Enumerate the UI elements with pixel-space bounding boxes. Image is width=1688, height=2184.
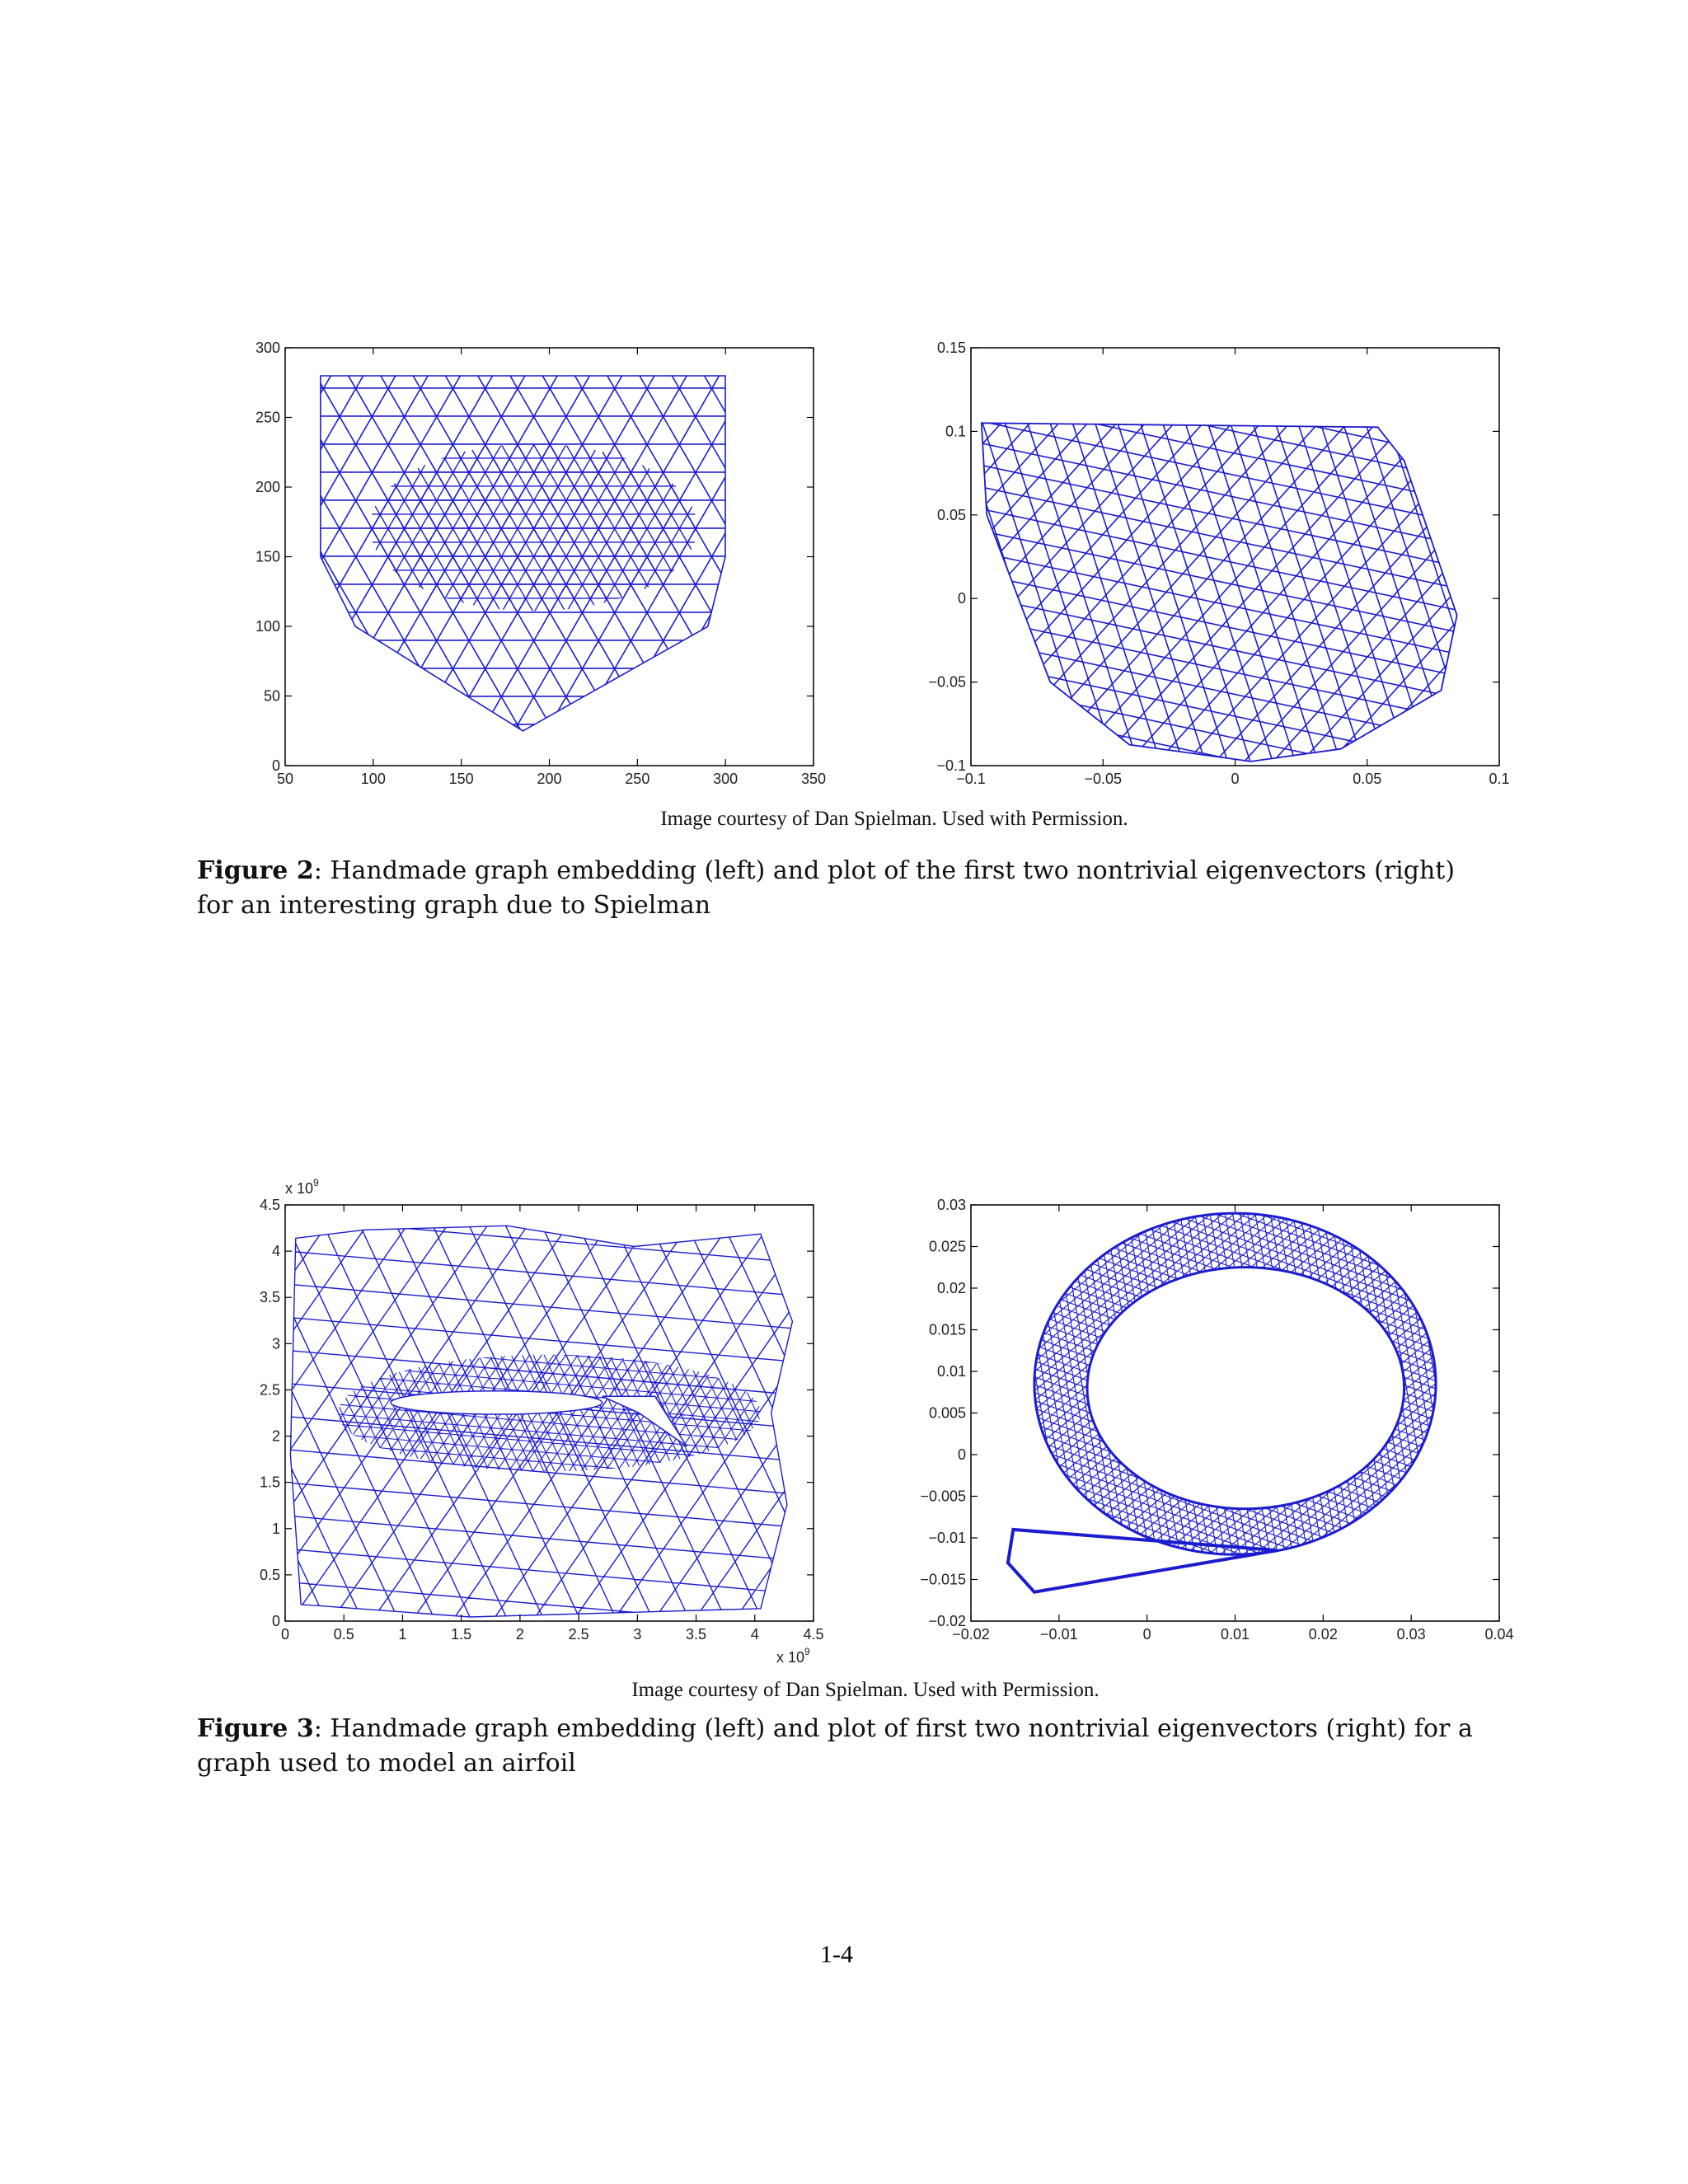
x-tick-label: 0.1: [1489, 771, 1509, 787]
x-tick-label: 0: [1143, 1626, 1151, 1643]
y-tick-label: 0: [272, 757, 280, 774]
mesh-outline: [980, 422, 1458, 762]
mesh: [981, 423, 1457, 762]
x-tick-label: 0.5: [334, 1626, 354, 1643]
x-tick-label: 0: [281, 1626, 289, 1643]
y-tick-label: 0.1: [945, 423, 966, 439]
x-tick-label: 100: [361, 771, 386, 787]
x-tick-label: −0.01: [1040, 1626, 1078, 1643]
image-credit: Image courtesy of Dan Spielman. Used wit…: [660, 808, 1128, 830]
y-tick-label: 3.5: [260, 1289, 280, 1305]
figure-label: Figure 3: [197, 1714, 314, 1743]
y-tick-label: 0: [272, 1613, 280, 1629]
page-number: 1-4: [820, 1941, 853, 1968]
y-tick-label: −0.1: [936, 757, 966, 774]
y-tick-label: 0.015: [929, 1322, 966, 1338]
multiplier-exponent: 9: [804, 1646, 810, 1657]
x-tick-label: 3: [633, 1626, 641, 1643]
x-tick-label: 3.5: [686, 1626, 706, 1643]
y-tick-label: 200: [256, 479, 280, 495]
caption-text: : Handmade graph embedding (left) and pl…: [197, 1714, 1473, 1778]
x-multiplier: x 109: [776, 1646, 810, 1666]
x-tick-label: 250: [625, 771, 649, 787]
y-tick-label: 100: [256, 618, 280, 635]
x-tick-label: 300: [713, 771, 738, 787]
x-tick-label: 2.5: [569, 1626, 589, 1643]
y-tick-label: 2.5: [260, 1381, 280, 1398]
x-tick-label: 2: [516, 1626, 524, 1643]
multiplier-exponent: 9: [313, 1177, 319, 1188]
y-multiplier: x 109: [285, 1177, 319, 1197]
x-tick-label: 4: [751, 1626, 759, 1643]
y-tick-label: −0.01: [928, 1530, 966, 1546]
x-tick-label: −0.02: [952, 1626, 990, 1643]
y-tick-label: 0.03: [937, 1197, 966, 1213]
multiplier-base: x 10: [285, 1180, 313, 1197]
mesh-outline: [320, 375, 726, 732]
ring-edge: [1033, 1212, 1437, 1556]
y-tick-label: 0.02: [937, 1280, 966, 1296]
y-tick-label: 2: [272, 1428, 280, 1445]
y-tick-label: 3: [272, 1335, 280, 1352]
flap: [602, 1395, 687, 1447]
airfoil: [390, 1390, 603, 1415]
y-tick-label: 1: [272, 1521, 280, 1537]
x-tick-label: −0.1: [956, 771, 986, 787]
x-tick-label: 0.02: [1309, 1626, 1338, 1643]
figure-caption: Figure 3: Handmade graph embedding (left…: [197, 1712, 1491, 1781]
y-tick-label: 4: [272, 1243, 280, 1259]
x-tick-label: −0.05: [1084, 771, 1122, 787]
y-tick-label: 150: [256, 549, 280, 565]
y-tick-label: 0.005: [929, 1405, 966, 1422]
y-tick-label: 50: [264, 688, 280, 705]
y-tick-label: 4.5: [260, 1197, 280, 1213]
x-tick-label: 0: [1231, 771, 1239, 787]
x-tick-label: 50: [277, 771, 293, 787]
y-tick-label: −0.05: [928, 674, 966, 691]
y-tick-label: 0: [958, 1446, 966, 1463]
x-tick-label: 1: [398, 1626, 406, 1643]
image-credit: Image courtesy of Dan Spielman. Used wit…: [631, 1679, 1100, 1701]
mesh: [338, 1354, 761, 1472]
y-tick-label: 1.5: [260, 1474, 280, 1491]
y-tick-label: 300: [256, 340, 280, 356]
y-tick-label: 0.5: [260, 1567, 280, 1583]
x-tick-label: 1.5: [451, 1626, 471, 1643]
lower-lobe: [1006, 1527, 1278, 1594]
y-tick-label: −0.015: [920, 1572, 966, 1588]
figure-label: Figure 2: [197, 856, 314, 885]
mesh-outline: [289, 1225, 794, 1618]
y-tick-label: 0.05: [937, 507, 966, 523]
y-tick-label: 0.025: [929, 1239, 966, 1255]
multiplier-base: x 10: [776, 1649, 804, 1666]
y-tick-label: −0.005: [920, 1488, 966, 1505]
x-tick-label: 200: [537, 771, 561, 787]
y-tick-label: −0.02: [928, 1613, 966, 1629]
x-tick-label: 0.03: [1397, 1626, 1426, 1643]
figure-caption: Figure 2: Handmade graph embedding (left…: [197, 854, 1491, 923]
x-tick-label: 4.5: [803, 1626, 823, 1643]
y-tick-label: 0.15: [937, 340, 966, 356]
axes-frame: [284, 1204, 814, 1622]
y-tick-label: 0.01: [937, 1363, 966, 1380]
caption-text: : Handmade graph embedding (left) and pl…: [197, 856, 1456, 920]
y-tick-label: 0: [958, 590, 966, 607]
y-tick-label: 250: [256, 410, 280, 426]
x-tick-label: 0.04: [1484, 1626, 1513, 1643]
x-tick-label: 0.05: [1353, 771, 1381, 787]
mesh: [290, 1226, 793, 1617]
x-tick-label: 0.01: [1221, 1626, 1250, 1643]
x-tick-label: 350: [801, 771, 826, 787]
x-tick-label: 150: [449, 771, 474, 787]
